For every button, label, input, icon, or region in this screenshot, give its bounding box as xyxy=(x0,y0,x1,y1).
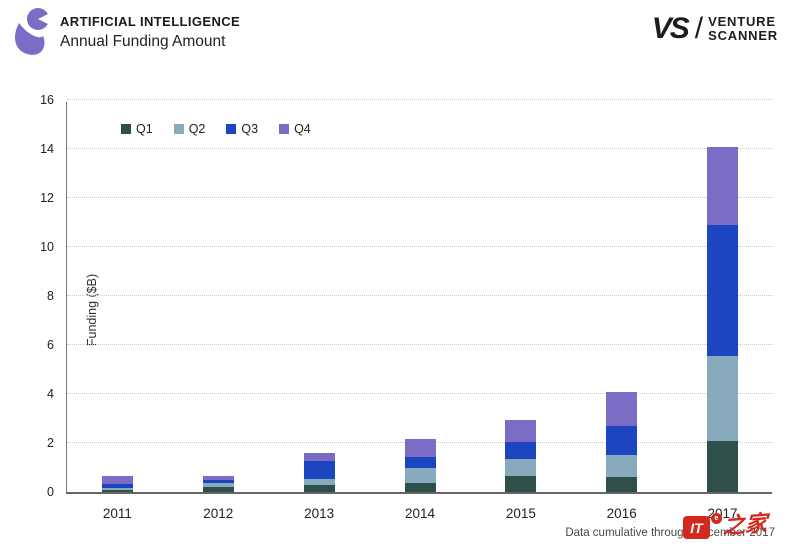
bar-segment-2014-q4 xyxy=(404,439,436,457)
legend-marker-q2 xyxy=(173,124,184,134)
gridline-4 xyxy=(67,393,773,394)
x-tick-label-2012: 2012 xyxy=(203,506,234,521)
bar-segment-2017-q1 xyxy=(707,440,739,492)
stacked-bar-2011 xyxy=(101,476,133,492)
brand-word-venture: VENTURE xyxy=(708,14,776,29)
gridline-8 xyxy=(67,295,773,296)
legend-label-q1: Q1 xyxy=(136,122,153,136)
gridline-10 xyxy=(67,246,773,247)
x-tick-label-2014: 2014 xyxy=(404,506,436,521)
bar-segment-2012-q2 xyxy=(202,483,234,487)
brand-word-scanner: SCANNER xyxy=(708,28,778,43)
bar-segment-2011-q3 xyxy=(101,483,133,489)
y-tick-label-2: 2 xyxy=(47,436,54,450)
bar-segment-2012-q3 xyxy=(202,479,234,484)
y-tick-label-16: 16 xyxy=(40,93,54,107)
legend-marker-q4 xyxy=(279,124,290,134)
page-title: Annual Funding Amount xyxy=(60,33,226,50)
plot-area: Q1 Q2 Q3 Q4 0 2 4 6 8 10 12 14 16 2011 2012 2013 2014 20… xyxy=(40,93,773,521)
bar-segment-2013-q2 xyxy=(303,478,335,485)
venture-scanner-logo: VS / VENTURE SCANNER xyxy=(652,12,778,46)
legend-item-q1: Q1 xyxy=(121,122,153,136)
bar-segment-2016-q2 xyxy=(606,455,638,478)
bar-segment-2011-q4 xyxy=(101,476,133,484)
legend-label-q2: Q2 xyxy=(188,122,206,136)
logo-slash: / xyxy=(694,12,704,45)
bar-segment-2011-q2 xyxy=(101,488,133,490)
stacked-bar-2013 xyxy=(303,452,335,492)
y-tick-label-4: 4 xyxy=(47,387,54,401)
x-tick-label-2015: 2015 xyxy=(505,506,536,521)
ithome-badge-icon: e xyxy=(711,513,722,524)
ithome-watermark: IT e 之家 xyxy=(683,510,768,540)
bar-segment-2012-q1 xyxy=(202,486,234,492)
x-tick-label-2013: 2013 xyxy=(304,506,335,521)
legend-item-q3: Q3 xyxy=(226,122,258,136)
chart-header: ARTIFICIAL INTELLIGENCE Annual Funding A… xyxy=(60,14,240,51)
bar-segment-2013-q1 xyxy=(303,484,335,492)
gridline-12 xyxy=(67,197,773,198)
bar-segment-2014-q2 xyxy=(404,467,436,484)
y-tick-label-10: 10 xyxy=(40,240,54,254)
data-cumulative-note: Data cumulative through December 2017 xyxy=(565,527,775,539)
bar-segment-2017-q3 xyxy=(707,224,739,357)
bar-segment-2015-q1 xyxy=(505,476,537,492)
legend-item-q2: Q2 xyxy=(173,122,206,136)
gridline-6 xyxy=(67,344,773,345)
bar-segment-2013-q4 xyxy=(303,452,335,462)
bar-segment-2013-q3 xyxy=(303,461,335,479)
bar-segment-2016-q3 xyxy=(606,425,638,456)
y-tick-label-6: 6 xyxy=(47,338,54,352)
legend-label-q3: Q3 xyxy=(241,122,259,136)
ithome-cn-text: 之家 xyxy=(722,510,768,540)
stacked-bar-2016 xyxy=(606,391,638,492)
ithome-it-box: IT xyxy=(683,516,710,539)
stacked-bar-2012 xyxy=(202,475,234,492)
bar-segment-2016-q4 xyxy=(606,391,638,426)
brand-words: VENTURE SCANNER xyxy=(708,15,778,43)
category-label: ARTIFICIAL INTELLIGENCE xyxy=(60,14,241,29)
bar-segment-2017-q4 xyxy=(707,146,739,225)
legend-marker-q3 xyxy=(226,124,237,134)
bar-segment-2012-q4 xyxy=(202,475,234,480)
stacked-bar-2015 xyxy=(505,419,537,492)
bar-segment-2015-q4 xyxy=(505,419,537,442)
y-tick-label-14: 14 xyxy=(40,142,54,156)
bar-segment-2011-q1 xyxy=(101,489,133,492)
legend-label-q4: Q4 xyxy=(294,122,311,136)
legend-item-q4: Q4 xyxy=(279,122,311,136)
venture-scanner-category-icon xyxy=(15,8,54,55)
stacked-bar-2014 xyxy=(404,439,436,492)
y-tick-label-12: 12 xyxy=(40,191,54,205)
y-tick-label-8: 8 xyxy=(47,289,54,303)
x-tick-label-2011: 2011 xyxy=(102,506,132,521)
vs-monogram: VS xyxy=(651,12,690,45)
legend-marker-q1 xyxy=(121,124,131,134)
stacked-bar-2017 xyxy=(707,146,739,492)
gridline-14 xyxy=(67,148,773,149)
bar-segment-2015-q2 xyxy=(505,458,537,477)
bar-segment-2014-q1 xyxy=(404,483,436,492)
bar-segment-2017-q2 xyxy=(707,356,739,441)
funding-chart: Funding ($B) Q1 Q2 Q3 Q4 0 2 4 6 8 10 12 14 16 2011 2… xyxy=(0,90,800,530)
bar-segment-2015-q3 xyxy=(505,441,537,459)
x-tick-label-2016: 2016 xyxy=(606,506,637,521)
legend: Q1 Q2 Q3 Q4 xyxy=(121,122,311,136)
bar-segment-2014-q3 xyxy=(404,456,436,468)
bar-segment-2016-q1 xyxy=(606,477,638,492)
y-tick-label-0: 0 xyxy=(47,485,54,499)
gridline-16 xyxy=(67,99,773,100)
